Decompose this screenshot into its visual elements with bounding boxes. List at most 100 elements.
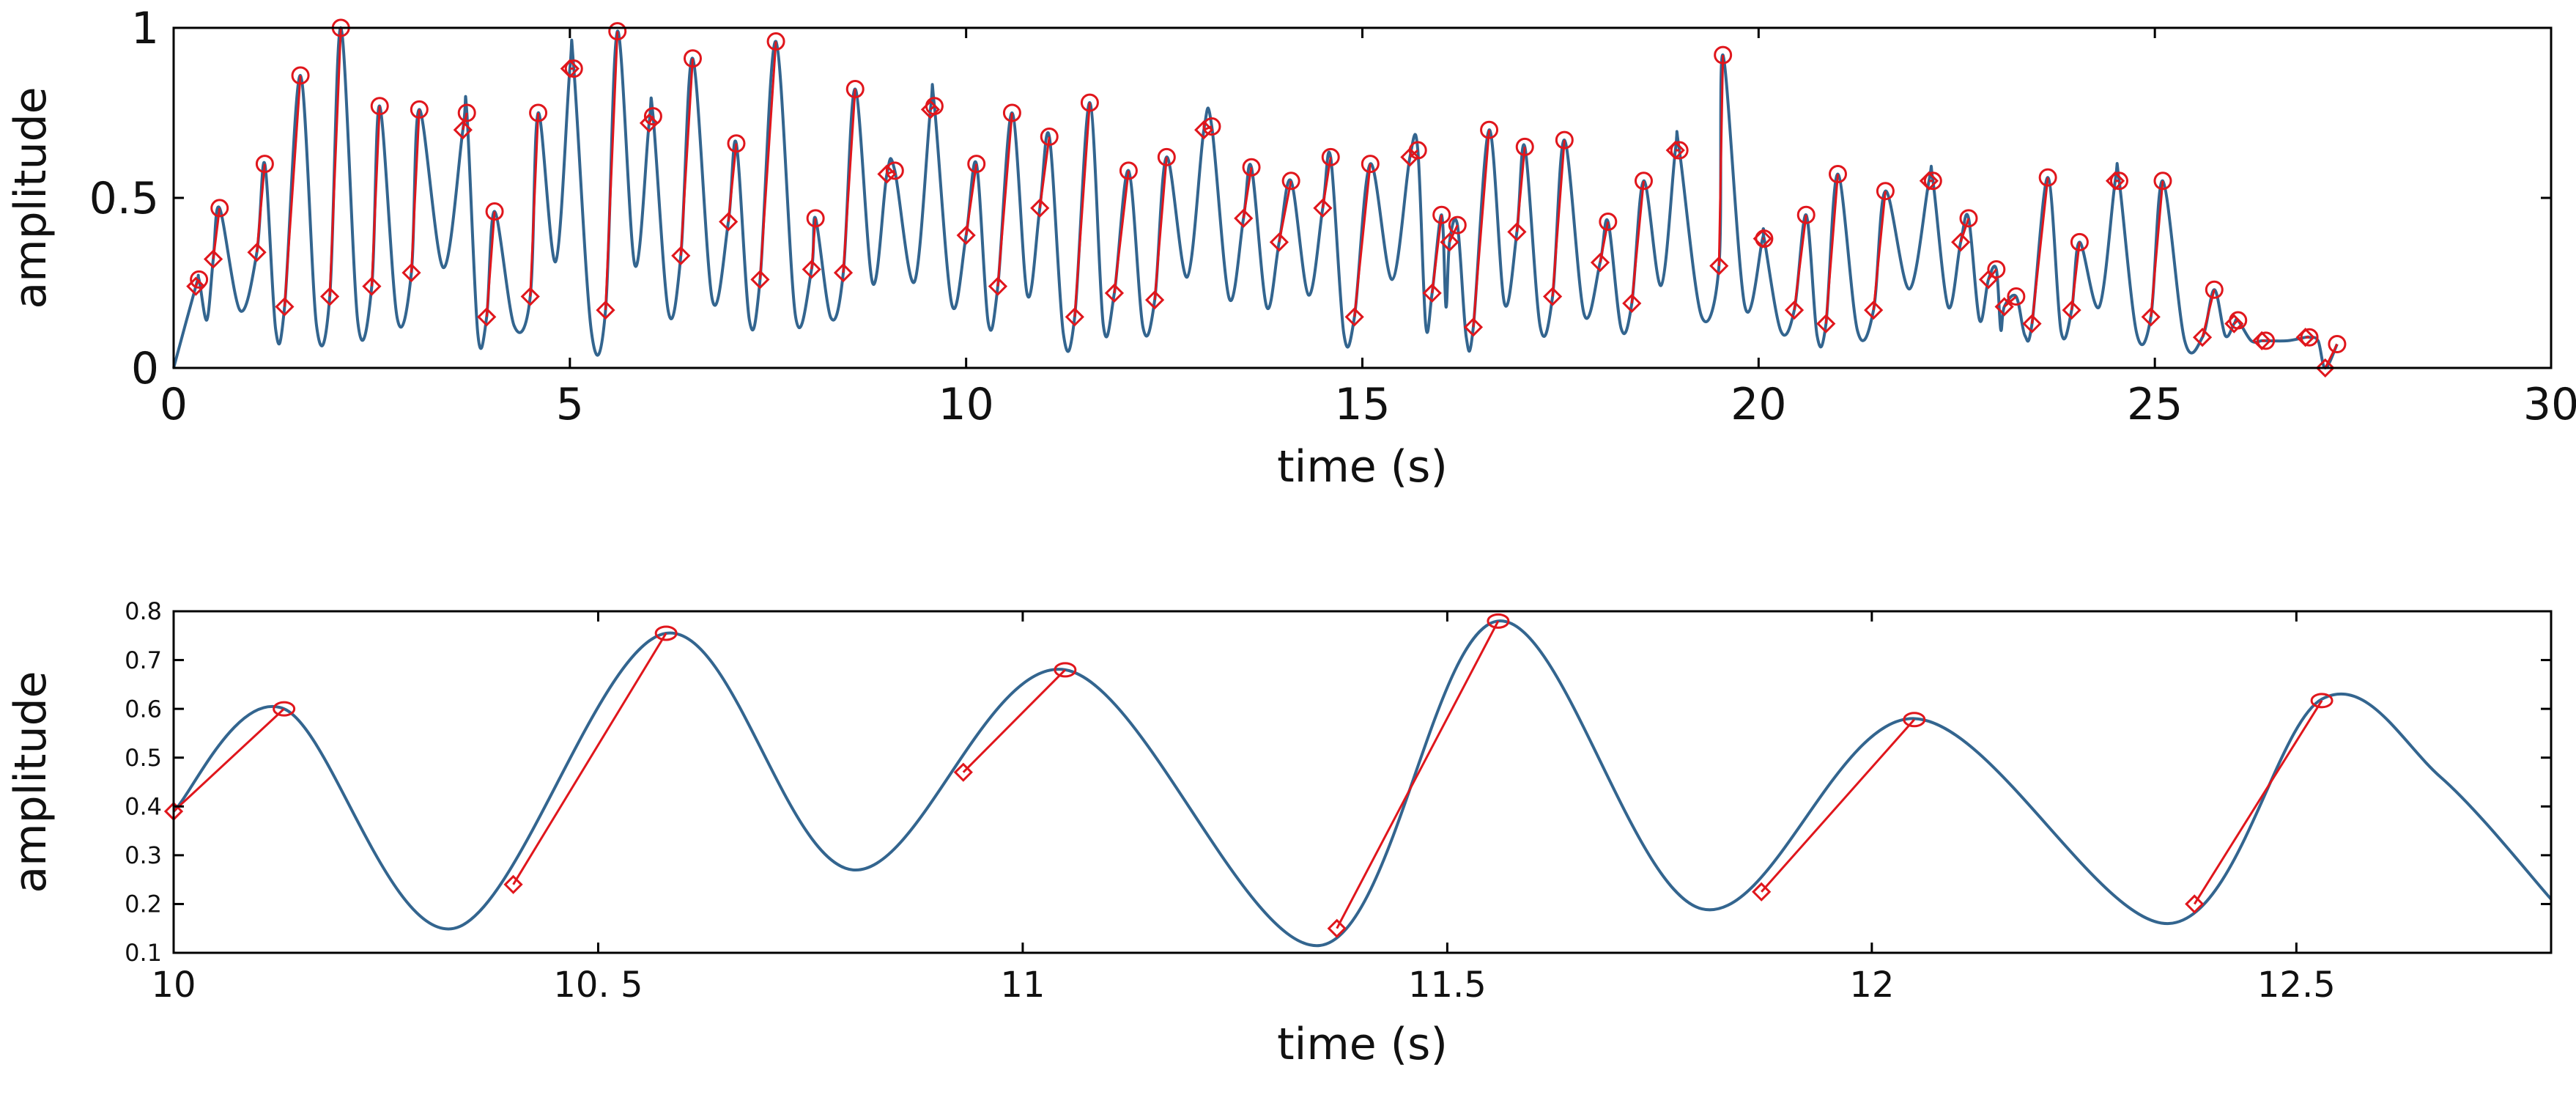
y-tick-label: 0.5 — [89, 173, 159, 224]
onset-peak-segment — [1448, 224, 1459, 243]
peak-marker — [1923, 172, 1942, 191]
peak-marker — [1448, 215, 1467, 235]
x-tick-label: 11 — [1000, 965, 1045, 1006]
onset-marker — [956, 225, 976, 246]
peak-marker — [564, 59, 583, 78]
peak-marker — [190, 270, 209, 289]
onset-peak-segment — [1073, 102, 1091, 317]
onset-marker — [203, 249, 223, 269]
peak-marker — [608, 22, 627, 41]
onset-marker — [186, 276, 206, 296]
onset-peak-segment — [679, 58, 694, 256]
peak-marker — [370, 97, 389, 116]
peak-marker — [1796, 205, 1816, 224]
peak-marker — [2310, 693, 2333, 709]
peak-marker — [845, 80, 865, 99]
x-tick-label: 10 — [151, 965, 196, 1006]
onset-marker — [247, 243, 267, 262]
onset-marker — [596, 300, 615, 320]
onset-marker — [1144, 290, 1165, 310]
onset-peak-segment — [529, 112, 540, 297]
onset-marker — [2224, 314, 2244, 333]
onset-marker — [833, 262, 854, 283]
onset-peak-segment — [256, 163, 266, 253]
peak-marker — [1515, 137, 1534, 156]
peak-marker — [1480, 120, 1499, 139]
x-tick-label: 0 — [160, 379, 188, 430]
onset-peak-segment — [727, 143, 738, 222]
onset-peak-segment — [965, 163, 978, 236]
peak-marker — [2257, 331, 2276, 350]
onset-marker — [1400, 147, 1420, 167]
onset-marker — [1269, 232, 1289, 252]
peak-marker — [1202, 117, 1221, 136]
onset-peak-segment — [1336, 620, 1500, 929]
bottom-onset-peak-markers — [163, 613, 2333, 938]
peak-marker — [1242, 158, 1261, 177]
onset-peak-segment — [930, 105, 936, 111]
onset-marker — [453, 120, 473, 140]
peak-marker — [1361, 155, 1380, 174]
y-tick-label: 0.5 — [125, 744, 162, 772]
onset-peak-segment — [604, 31, 619, 311]
onset-marker — [639, 113, 659, 133]
peak-marker — [1002, 103, 1021, 122]
peak-marker — [683, 49, 702, 68]
onset-marker — [503, 874, 523, 894]
onset-marker — [1313, 198, 1333, 218]
peak-marker — [1432, 205, 1451, 224]
onset-marker — [719, 212, 739, 232]
peak-marker — [457, 103, 476, 122]
onset-marker — [2062, 300, 2081, 320]
y-tick-label: 0.4 — [125, 792, 162, 820]
onset-marker — [2192, 328, 2213, 347]
y-tick-label: 0 — [131, 343, 159, 394]
top-x-axis-label: time (s) — [1277, 441, 1448, 493]
onset-peak-segment — [758, 41, 777, 280]
x-tick-label: 10. 5 — [553, 965, 643, 1006]
onset-peak-segment — [1153, 157, 1168, 301]
peak-marker — [2328, 335, 2347, 354]
onset-peak-segment — [1959, 218, 1970, 243]
onset-marker — [2022, 314, 2042, 333]
x-tick-label: 12 — [1849, 965, 1894, 1006]
onset-marker — [401, 262, 421, 283]
onset-marker — [1422, 283, 1442, 303]
peak-marker — [1408, 141, 1427, 160]
bottom-axis-ticks: 10 10. 5 11 11.5 12 12.5 0.1 0.2 0.3 0.4 0.5 0.6 0.7… — [125, 597, 2551, 1006]
onset-marker — [750, 270, 770, 290]
onset-peak-segment — [1793, 215, 1807, 311]
peak-marker — [1599, 212, 1618, 231]
x-tick-label: 12.5 — [2257, 965, 2336, 1006]
bottom-plot-frame — [172, 610, 2553, 954]
onset-marker — [920, 100, 941, 119]
y-tick-label: 0.6 — [125, 695, 162, 723]
onset-peak-segment — [1717, 55, 1725, 266]
onset-marker — [1104, 283, 1125, 303]
peak-marker — [925, 97, 944, 116]
onset-peak-segment — [283, 75, 302, 307]
top-signal-line — [172, 26, 2339, 370]
onset-marker — [988, 276, 1008, 296]
top-y-axis-label: amplitude — [5, 86, 56, 309]
peak-marker — [1959, 209, 1978, 228]
onset-peak-segment — [172, 708, 285, 813]
onset-marker — [1463, 317, 1484, 337]
onset-marker — [319, 287, 340, 306]
y-tick-label: 0.3 — [125, 841, 162, 869]
peak-marker — [2153, 172, 2172, 191]
peak-marker — [1829, 165, 1847, 184]
onset-peak-segment — [842, 89, 856, 273]
onset-peak-segment — [2324, 343, 2339, 369]
peak-marker — [643, 107, 662, 126]
onset-peak-segment — [1630, 180, 1645, 303]
peak-marker — [1755, 229, 1774, 248]
x-tick-label: 25 — [2127, 379, 2183, 430]
onset-marker — [802, 259, 821, 279]
onset-marker — [1344, 307, 1364, 327]
onset-marker — [1994, 297, 2014, 317]
x-tick-label: 10 — [938, 379, 993, 430]
peak-marker — [1714, 45, 1733, 64]
peak-marker — [2070, 232, 2089, 251]
peak-marker — [967, 155, 986, 174]
